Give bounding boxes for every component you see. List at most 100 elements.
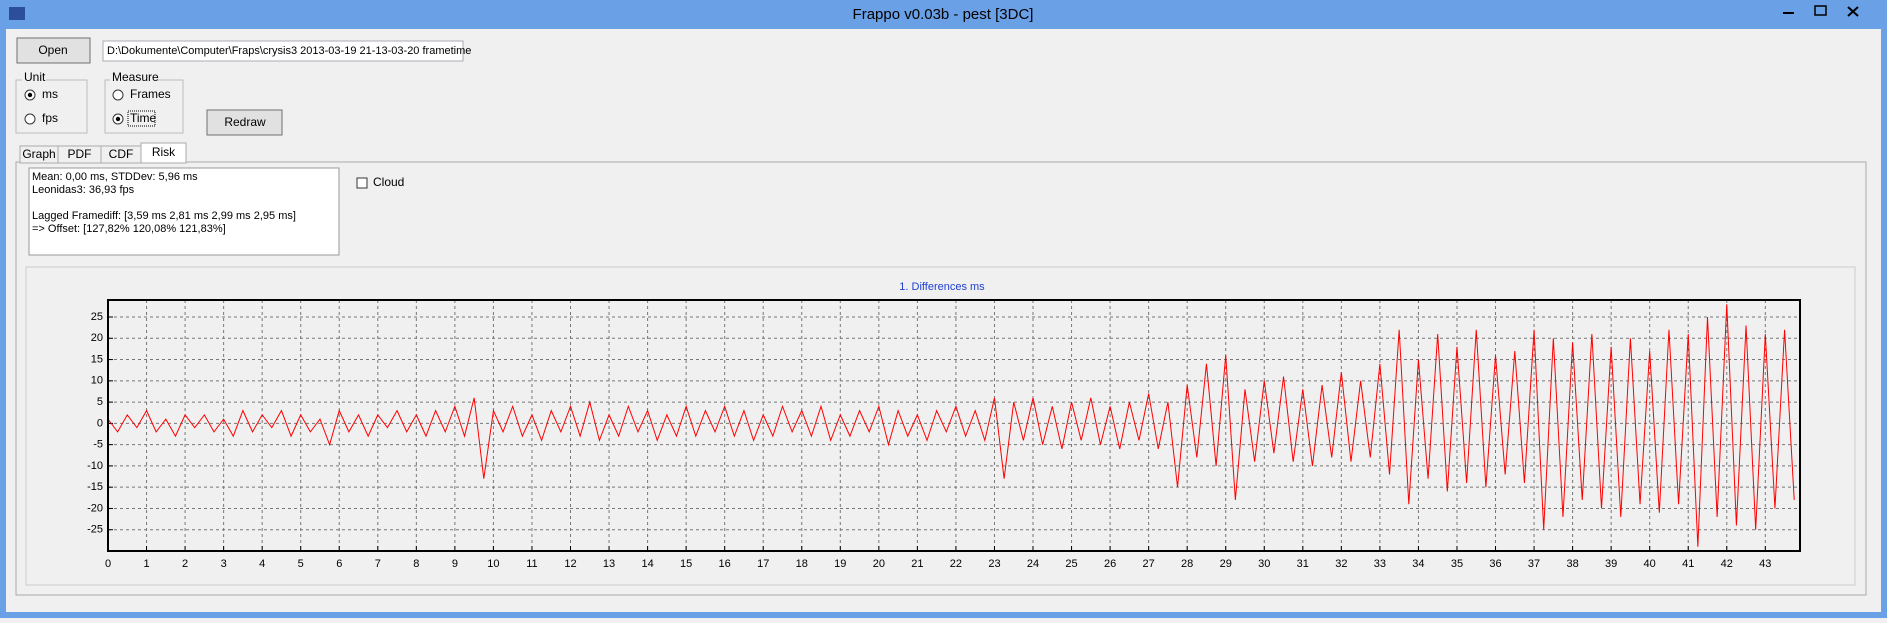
data-line bbox=[107, 304, 1795, 547]
plot-border bbox=[107, 299, 1801, 552]
close-button[interactable] bbox=[1847, 6, 1859, 17]
x-tick-label: 35 bbox=[1451, 558, 1463, 570]
y-tick-label: -5 bbox=[93, 439, 103, 451]
open-button[interactable] bbox=[16, 37, 91, 64]
redraw-button-label: Redraw bbox=[224, 115, 266, 129]
x-tick-label: 7 bbox=[375, 558, 381, 570]
radio-dot bbox=[27, 92, 33, 98]
x-tick-label: 39 bbox=[1605, 558, 1617, 570]
x-tick-label: 8 bbox=[413, 558, 419, 570]
x-tick-label: 6 bbox=[336, 558, 342, 570]
measure-group-title-bg bbox=[110, 72, 156, 84]
x-tick-label: 3 bbox=[221, 558, 227, 570]
radio-label: fps bbox=[42, 111, 58, 125]
x-tick-label: 22 bbox=[950, 558, 962, 570]
x-tick-label: 29 bbox=[1220, 558, 1232, 570]
radio-dot bbox=[115, 116, 121, 122]
x-tick-label: 25 bbox=[1065, 558, 1077, 570]
y-tick-label: 15 bbox=[91, 353, 103, 365]
x-tick-label: 28 bbox=[1181, 558, 1193, 570]
x-tick-label: 26 bbox=[1104, 558, 1116, 570]
x-tick-label: 21 bbox=[911, 558, 923, 570]
info-textbox bbox=[28, 167, 340, 256]
y-tick-label: 5 bbox=[97, 396, 103, 408]
unit-group-title: Unit bbox=[24, 70, 46, 84]
unit-group bbox=[15, 79, 88, 134]
info-line: => Offset: [127,82% 120,08% 121,83%] bbox=[32, 223, 226, 235]
x-tick-label: 30 bbox=[1258, 558, 1270, 570]
x-tick-label: 4 bbox=[259, 558, 265, 570]
focus-rect bbox=[127, 110, 156, 127]
info-line: Leonidas3: 36,93 fps bbox=[32, 184, 135, 196]
cloud-label: Cloud bbox=[373, 175, 404, 189]
maximize-button[interactable] bbox=[1814, 5, 1827, 16]
radio-label: ms bbox=[42, 87, 58, 101]
tab-label: PDF bbox=[68, 147, 92, 161]
unit-group-title-bg bbox=[22, 72, 46, 84]
x-tick-label: 37 bbox=[1528, 558, 1540, 570]
path-textbox[interactable] bbox=[102, 40, 464, 62]
cloud-checkbox[interactable] bbox=[356, 177, 368, 189]
y-tick-label: -15 bbox=[87, 481, 103, 493]
radio-label: Time bbox=[130, 111, 157, 125]
x-tick-label: 36 bbox=[1489, 558, 1501, 570]
x-tick-label: 2 bbox=[182, 558, 188, 570]
x-tick-label: 23 bbox=[988, 558, 1000, 570]
redraw-button[interactable] bbox=[206, 109, 283, 136]
open-button-label: Open bbox=[38, 43, 67, 57]
x-tick-label: 31 bbox=[1297, 558, 1309, 570]
x-tick-label: 14 bbox=[641, 558, 653, 570]
tab-label: Graph bbox=[22, 147, 55, 161]
minimize-button[interactable] bbox=[1783, 12, 1794, 14]
radio-fps[interactable] bbox=[24, 113, 36, 125]
x-tick-label: 38 bbox=[1566, 558, 1578, 570]
y-tick-label: 20 bbox=[91, 332, 103, 344]
x-tick-label: 9 bbox=[452, 558, 458, 570]
radio-label: Frames bbox=[130, 87, 171, 101]
measure-group-title: Measure bbox=[112, 70, 159, 84]
x-tick-label: 17 bbox=[757, 558, 769, 570]
chart-title: 1. Differences ms bbox=[899, 281, 985, 293]
window-title: Frappo v0.03b - pest [3DC] bbox=[853, 6, 1034, 23]
y-tick-label: 0 bbox=[97, 417, 103, 429]
x-tick-label: 40 bbox=[1644, 558, 1656, 570]
x-tick-label: 43 bbox=[1759, 558, 1771, 570]
x-tick-label: 24 bbox=[1027, 558, 1039, 570]
x-tick-label: 15 bbox=[680, 558, 692, 570]
x-tick-label: 41 bbox=[1682, 558, 1694, 570]
x-tick-label: 34 bbox=[1412, 558, 1424, 570]
y-tick-label: 10 bbox=[91, 375, 103, 387]
app-icon bbox=[9, 7, 25, 20]
x-tick-label: 18 bbox=[796, 558, 808, 570]
y-tick-label: -25 bbox=[87, 524, 103, 536]
info-line: Mean: 0,00 ms, STDDev: 5,96 ms bbox=[32, 171, 198, 183]
path-text: D:\Dokumente\Computer\Fraps\crysis3 2013… bbox=[107, 45, 471, 57]
y-tick-label: 25 bbox=[91, 311, 103, 323]
x-tick-label: 12 bbox=[564, 558, 576, 570]
x-tick-label: 16 bbox=[719, 558, 731, 570]
tab-strip: Graph PDF CDF Risk bbox=[19, 142, 187, 164]
x-tick-label: 32 bbox=[1335, 558, 1347, 570]
x-tick-label: 5 bbox=[298, 558, 304, 570]
x-tick-label: 27 bbox=[1143, 558, 1155, 570]
y-tick-label: -10 bbox=[87, 460, 103, 472]
x-tick-label: 42 bbox=[1721, 558, 1733, 570]
x-tick-label: 10 bbox=[487, 558, 499, 570]
radio-frames[interactable] bbox=[112, 89, 124, 101]
x-tick-label: 19 bbox=[834, 558, 846, 570]
plot-area bbox=[108, 300, 1800, 551]
x-tick-label: 13 bbox=[603, 558, 615, 570]
info-line: Lagged Framediff: [3,59 ms 2,81 ms 2,99 … bbox=[32, 210, 296, 222]
x-tick-label: 0 bbox=[105, 558, 111, 570]
tab-label: CDF bbox=[109, 147, 134, 161]
x-tick-label: 11 bbox=[526, 558, 537, 570]
tab-label: Risk bbox=[152, 145, 176, 159]
x-tick-label: 1 bbox=[143, 558, 149, 570]
x-tick-label: 33 bbox=[1374, 558, 1386, 570]
tab[interactable] bbox=[140, 142, 187, 164]
y-tick-label: -20 bbox=[87, 502, 103, 514]
x-tick-label: 20 bbox=[873, 558, 885, 570]
